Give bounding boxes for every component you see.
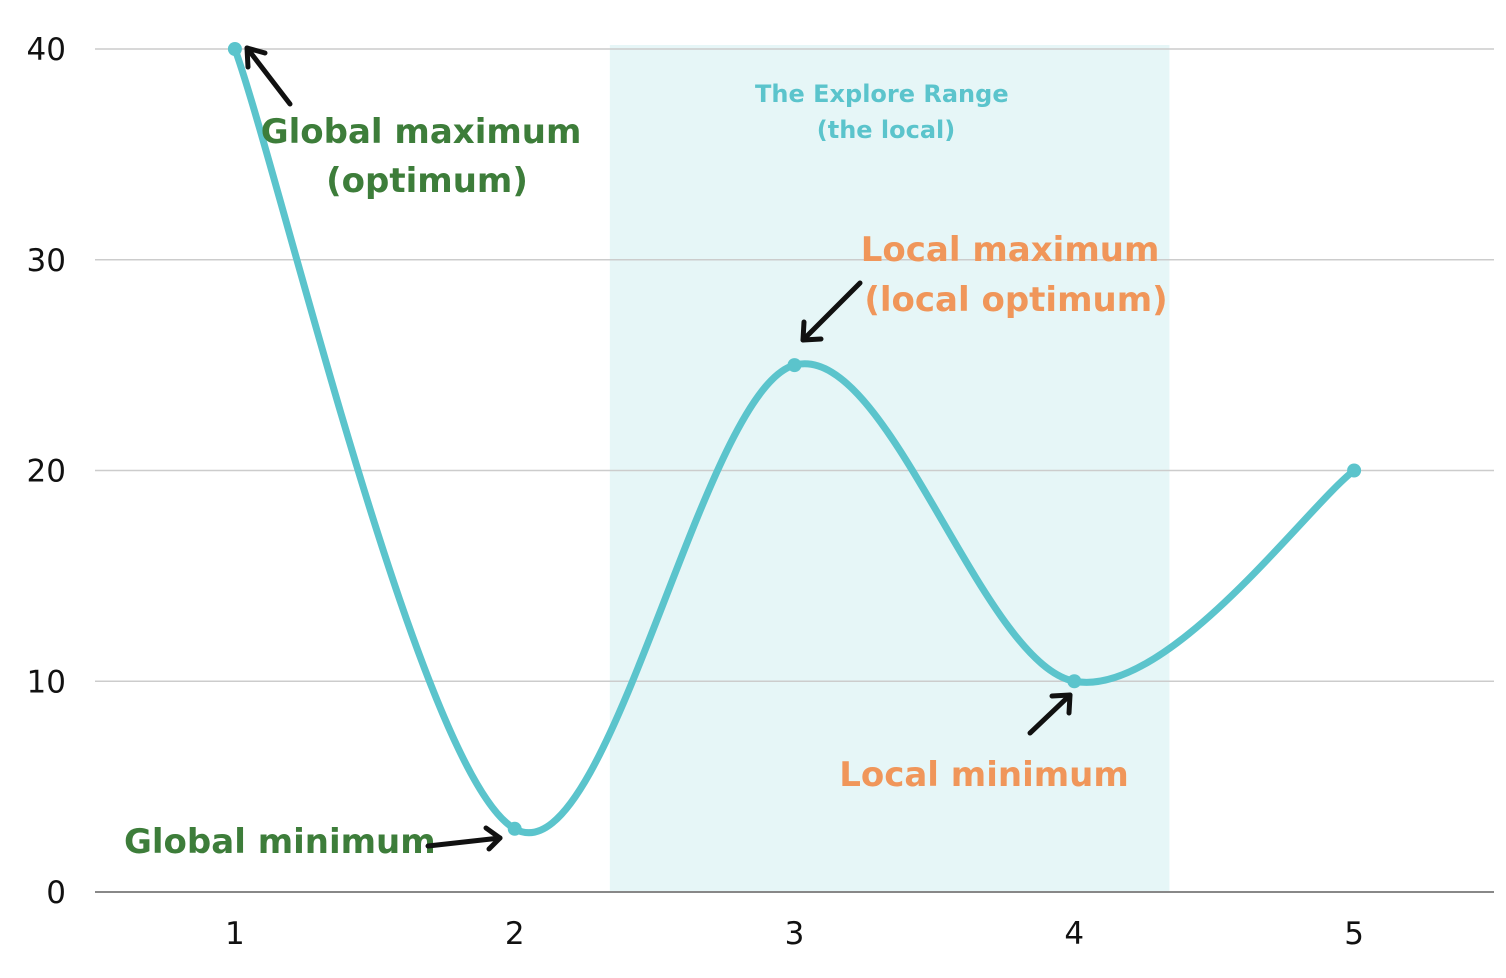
- data-point-5: [1347, 463, 1362, 478]
- explore-range-line-1: The Explore Range: [755, 80, 1009, 108]
- gridlines: [95, 48, 1494, 682]
- explore-range-line-2: (the local): [817, 116, 956, 144]
- data-point-3: [787, 358, 802, 373]
- y-tick-label-40: 40: [27, 32, 66, 68]
- y-tick-labels: 0 10 20 30 40: [27, 32, 66, 911]
- series-line: [231, 45, 1358, 836]
- x-tick-label-4: 4: [1064, 916, 1084, 952]
- global-max-line-1: Global maximum: [261, 112, 582, 152]
- global-max-line-2: (optimum): [326, 161, 528, 201]
- x-tick-label-2: 2: [505, 916, 525, 952]
- y-tick-label-30: 30: [27, 243, 66, 279]
- explore-range-label: The Explore Range (the local): [755, 80, 1017, 144]
- data-point-2: [507, 821, 522, 836]
- global-max-label: Global maximum (optimum): [261, 112, 594, 201]
- data-point-1: [227, 42, 242, 56]
- x-tick-labels: 1 2 3 4 5: [225, 916, 1364, 952]
- x-tick-label-5: 5: [1344, 916, 1364, 952]
- data-point-4: [1067, 674, 1082, 689]
- y-tick-label-10: 10: [27, 664, 66, 700]
- local-max-line-2: (local optimum): [864, 280, 1167, 320]
- global-min-arrow: [425, 825, 503, 852]
- local-min-arrow: [1027, 692, 1073, 736]
- local-max-arrow: [800, 280, 863, 343]
- x-tick-label-3: 3: [785, 916, 805, 952]
- y-tick-label-0: 0: [46, 875, 66, 911]
- y-tick-label-20: 20: [27, 454, 66, 490]
- data-points: [227, 42, 1362, 836]
- global-max-arrow: [244, 45, 293, 107]
- local-min-label: Local minimum: [839, 755, 1129, 795]
- global-min-line-1: Global minimum: [124, 822, 436, 862]
- x-tick-label-1: 1: [225, 916, 245, 952]
- explore-range-band: [609, 45, 1170, 892]
- local-max-line-1: Local maximum: [861, 230, 1160, 270]
- global-min-label: Global minimum: [124, 822, 436, 862]
- local-min-line-1: Local minimum: [839, 755, 1129, 795]
- local-max-label: Local maximum (local optimum): [861, 230, 1171, 320]
